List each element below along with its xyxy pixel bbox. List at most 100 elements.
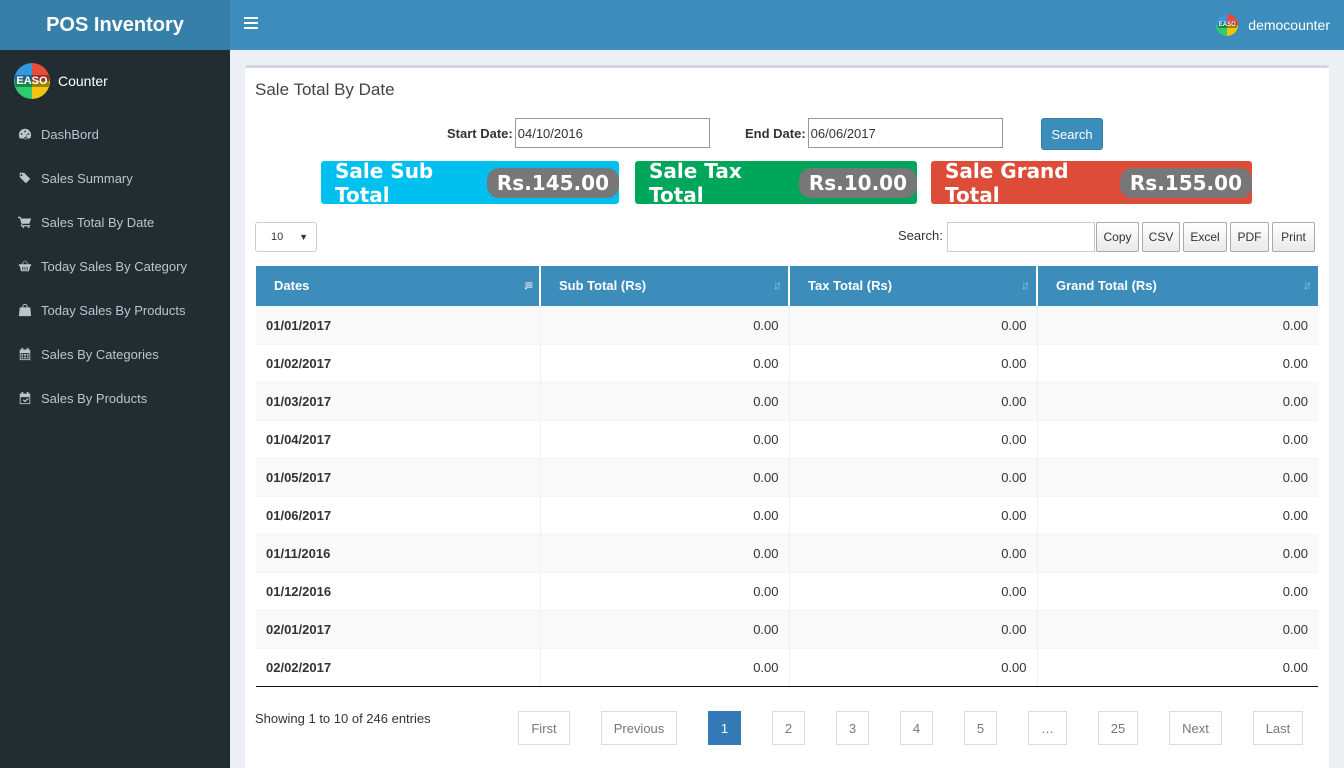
start-date-input[interactable] [514,118,710,148]
date-cell: 01/05/2017 [256,457,541,496]
table-row: 01/02/2017 0.00 0.00 0.00 [256,343,1318,382]
column-header-grand-total[interactable]: Grand Total (Rs) ↓↑ [1037,266,1318,306]
calendar-icon [19,347,31,361]
table-info: Showing 1 to 10 of 246 entries [255,711,431,726]
column-header-dates[interactable]: Dates ↓≡ [256,266,541,306]
table-row: 01/06/2017 0.00 0.00 0.00 [256,495,1318,534]
sub-total-cell: 0.00 [540,457,790,496]
sub-total-cell: 0.00 [540,533,790,572]
pagination-page-1[interactable]: 1 [708,711,741,745]
grand-total-cell: 0.00 [1037,495,1318,534]
user-panel: EASO Counter [0,50,230,112]
basket-icon [18,260,32,272]
copy-button[interactable]: Copy [1096,222,1139,252]
content-box: Sale Total By Date Start Date: End Date:… [245,65,1329,768]
sidebar-item-today-sales-by-category[interactable]: Today Sales By Category [0,244,230,288]
sidebar-item-sales-by-products[interactable]: Sales By Products [0,376,230,420]
top-navbar: EASO democounter [230,0,1344,50]
date-cell: 01/04/2017 [256,419,541,458]
stat-label: Sale Grand Total [945,158,1069,207]
pagination-page-5[interactable]: 5 [964,711,997,745]
column-header-sub-total[interactable]: Sub Total (Rs) ↓↑ [540,266,790,306]
table-row: 01/12/2016 0.00 0.00 0.00 [256,571,1318,610]
sub-total-cell: 0.00 [540,609,790,648]
grand-total-cell: 0.00 [1037,381,1318,420]
date-cell: 02/01/2017 [256,609,541,648]
print-button[interactable]: Print [1272,222,1315,252]
pagination-page-25[interactable]: 25 [1098,711,1138,745]
sidebar-item-label: Sales By Products [41,390,148,406]
sort-asc-icon: ↓≡ [522,278,533,292]
sale-grand-total-badge: Sale Grand Total Rs.155.00 [931,158,1252,207]
pagination-first[interactable]: First [518,711,570,745]
grand-total-cell: 0.00 [1037,419,1318,458]
grand-total-cell: 0.00 [1037,343,1318,382]
page-title: Sale Total By Date [255,80,395,99]
date-cell: 01/02/2017 [256,343,541,382]
sidebar-item-label: Today Sales By Category [41,258,187,274]
sidebar-item-sales-total-by-date[interactable]: Sales Total By Date [0,200,230,244]
stat-value: Rs.10.00 [798,167,917,198]
csv-button[interactable]: CSV [1142,222,1180,252]
excel-button[interactable]: Excel [1183,222,1227,252]
sort-icon: ↓↑ [1303,278,1312,292]
tax-total-cell: 0.00 [789,343,1038,382]
pagination-page-2[interactable]: 2 [772,711,805,745]
stat-value: Rs.145.00 [486,167,619,198]
date-cell: 01/01/2017 [256,305,541,344]
grand-total-cell: 0.00 [1037,457,1318,496]
stat-label: Sale Sub Total [335,158,434,207]
pagination-next[interactable]: Next [1169,711,1222,745]
bag-icon [18,303,32,317]
tax-total-cell: 0.00 [789,647,1038,687]
column-header-tax-total[interactable]: Tax Total (Rs) ↓↑ [789,266,1038,306]
pagination-page-4[interactable]: 4 [900,711,933,745]
calendar-check-icon [19,391,31,405]
username: democounter [1248,17,1330,33]
table-row: 02/02/2017 0.00 0.00 0.00 [256,647,1318,687]
table-search-label: Search: [898,228,943,243]
tax-total-cell: 0.00 [789,381,1038,420]
tax-total-cell: 0.00 [789,457,1038,496]
page-length-select[interactable]: 10 ▼ [255,222,317,252]
cart-icon [18,216,32,229]
sub-total-cell: 0.00 [540,305,790,344]
sidebar-item-sales-summary[interactable]: Sales Summary [0,156,230,200]
sub-total-cell: 0.00 [540,495,790,534]
sidebar-item-sales-by-categories[interactable]: Sales By Categories [0,332,230,376]
tax-total-cell: 0.00 [789,533,1038,572]
hamburger-icon[interactable] [244,17,258,29]
table-row: 02/01/2017 0.00 0.00 0.00 [256,609,1318,648]
user-role: Counter [58,73,108,89]
sidebar-item-label: Sales Summary [41,170,133,186]
grand-total-cell: 0.00 [1037,571,1318,610]
stat-value: Rs.155.00 [1119,167,1252,198]
sale-sub-total-badge: Sale Sub Total Rs.145.00 [321,158,619,207]
tax-total-cell: 0.00 [789,609,1038,648]
search-button[interactable]: Search [1041,118,1103,150]
sale-tax-total-badge: Sale Tax Total Rs.10.00 [635,159,917,207]
date-cell: 01/06/2017 [256,495,541,534]
sidebar: EASO Counter DashBord Sales Summary Sale… [0,50,230,768]
sidebar-item-dashboard[interactable]: DashBord [0,112,230,156]
table-search-input[interactable] [947,222,1095,252]
date-cell: 01/03/2017 [256,381,541,420]
sidebar-item-today-sales-by-products[interactable]: Today Sales By Products [0,288,230,332]
tax-total-cell: 0.00 [789,495,1038,534]
dashboard-icon [18,128,32,140]
app-logo[interactable]: POS Inventory [0,0,230,50]
pagination-last[interactable]: Last [1253,711,1303,745]
end-date-input[interactable] [807,118,1003,148]
sales-table: Dates ↓≡ Sub Total (Rs) ↓↑ Tax Total (Rs) ↓… [256,266,1318,687]
end-date-label: End Date: [745,125,806,141]
pagination-previous[interactable]: Previous [601,711,677,745]
grand-total-cell: 0.00 [1037,305,1318,344]
pagination-page-3[interactable]: 3 [836,711,869,745]
pdf-button[interactable]: PDF [1230,222,1269,252]
tax-total-cell: 0.00 [789,571,1038,610]
caret-down-icon: ▼ [299,232,308,242]
date-cell: 02/02/2017 [256,647,541,687]
start-date-label: Start Date: [447,125,513,141]
user-menu[interactable]: EASO democounter [1216,14,1330,36]
table-row: 01/11/2016 0.00 0.00 0.00 [256,533,1318,572]
